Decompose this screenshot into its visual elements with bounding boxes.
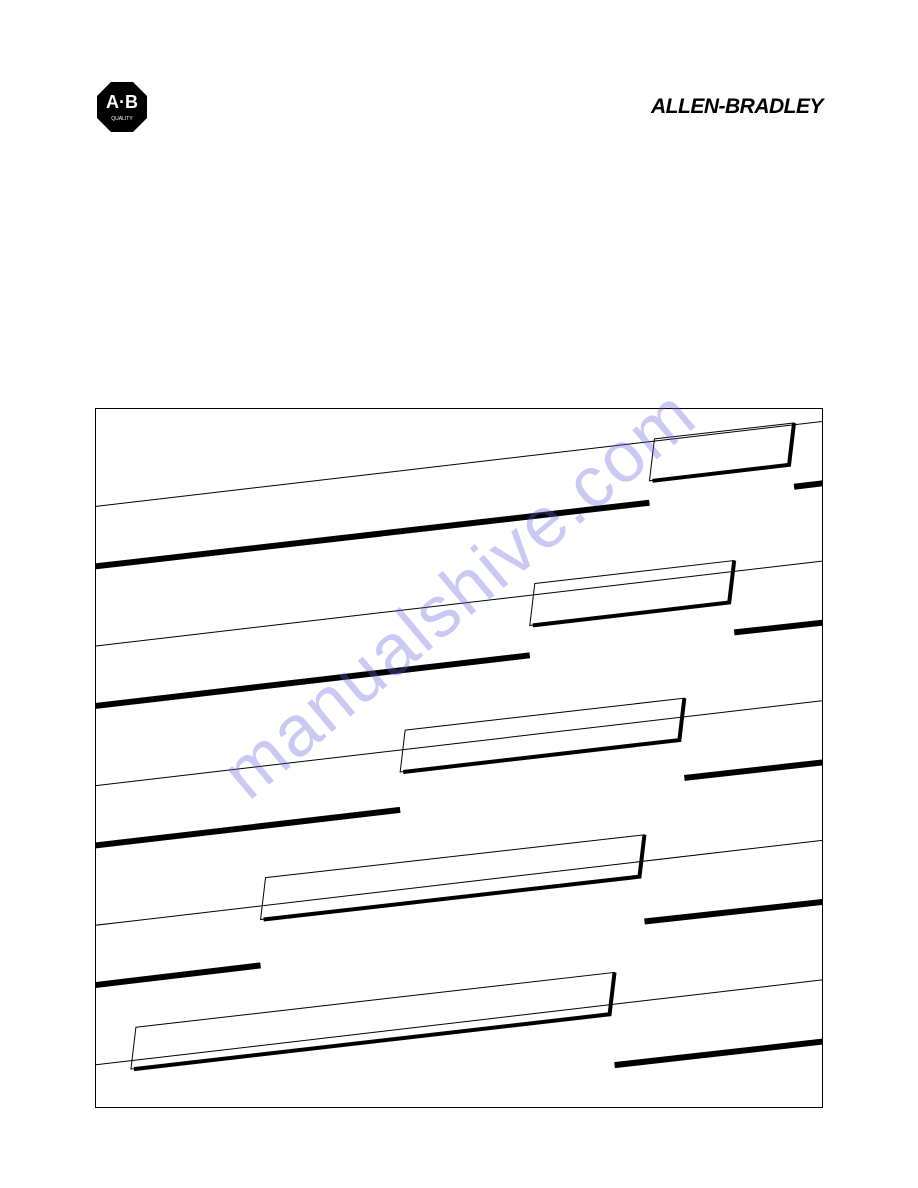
logo-text-top: A·B [106,92,138,112]
diagonal-pattern-icon [96,409,822,1107]
ab-logo: A·B QUALITY [95,80,149,134]
cover-illustration [95,408,823,1108]
page-header: A·B QUALITY ALLEN-BRADLEY [0,80,918,134]
ab-octagon-icon: A·B QUALITY [95,80,149,134]
logo-text-bottom: QUALITY [111,116,133,122]
brand-name: ALLEN-BRADLEY [651,95,823,119]
